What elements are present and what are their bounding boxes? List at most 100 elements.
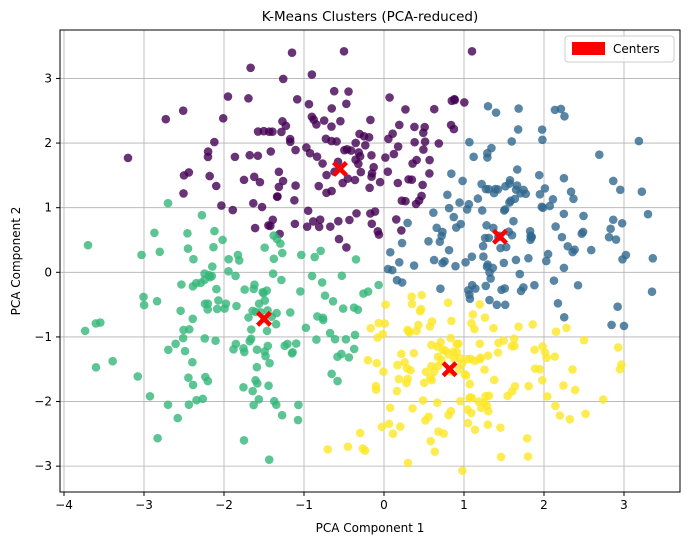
- data-point: [340, 145, 349, 155]
- data-point: [231, 271, 240, 281]
- center-marker: [492, 228, 508, 245]
- data-point: [608, 176, 618, 186]
- data-point: [469, 152, 478, 162]
- data-point: [380, 319, 390, 328]
- data-point: [479, 252, 488, 261]
- data-point: [545, 201, 555, 211]
- data-point: [367, 219, 377, 229]
- data-point: [304, 99, 314, 109]
- y-tick-label: −1: [34, 330, 52, 344]
- data-point: [200, 334, 210, 343]
- data-point: [264, 455, 274, 464]
- data-point: [509, 216, 518, 226]
- data-point: [480, 365, 489, 374]
- y-tick-label: 2: [44, 136, 52, 150]
- data-point: [268, 269, 278, 278]
- data-point: [366, 115, 375, 125]
- legend-label-centers: Centers: [613, 42, 660, 56]
- data-point: [207, 262, 217, 271]
- data-point: [467, 47, 477, 56]
- data-point: [285, 137, 295, 147]
- data-point: [212, 284, 221, 294]
- data-point: [507, 137, 517, 146]
- data-point: [246, 63, 255, 73]
- data-point: [139, 292, 148, 302]
- data-point: [260, 243, 270, 252]
- data-point: [487, 143, 496, 153]
- data-point: [537, 202, 547, 212]
- data-point: [411, 199, 421, 209]
- data-points: [80, 47, 658, 475]
- data-point: [511, 185, 521, 195]
- data-point: [184, 400, 194, 409]
- data-point: [543, 249, 553, 259]
- data-point: [598, 395, 608, 404]
- data-point: [197, 210, 207, 220]
- data-point: [537, 125, 547, 134]
- axes: −4 −3 −2 −1 0 1 2 3 −3 −2 −1 0 1 2 3: [34, 29, 681, 512]
- data-point: [249, 400, 258, 410]
- data-point: [519, 185, 528, 195]
- data-point: [551, 222, 560, 231]
- data-point: [302, 143, 311, 152]
- data-point: [385, 93, 394, 102]
- data-point: [568, 247, 577, 257]
- data-point: [499, 336, 508, 345]
- data-point: [510, 381, 520, 391]
- data-point: [489, 375, 499, 385]
- data-point: [540, 184, 550, 193]
- data-point: [389, 149, 399, 159]
- data-point: [615, 364, 625, 374]
- data-point: [351, 138, 360, 148]
- data-point: [424, 412, 433, 421]
- data-point: [538, 135, 547, 145]
- data-point: [491, 108, 501, 117]
- data-point: [504, 227, 514, 236]
- data-point: [356, 167, 366, 177]
- data-point: [244, 94, 253, 103]
- data-point: [343, 442, 353, 451]
- data-point: [483, 101, 493, 111]
- x-tick-label: −4: [55, 498, 73, 512]
- data-point: [565, 414, 575, 424]
- legend: Centers: [564, 35, 675, 63]
- data-point: [586, 245, 596, 255]
- data-point: [251, 375, 260, 385]
- data-point: [248, 386, 257, 396]
- data-point: [257, 202, 267, 212]
- data-point: [427, 317, 437, 326]
- data-point: [318, 313, 328, 323]
- data-point: [443, 298, 453, 307]
- data-point: [408, 404, 417, 413]
- data-point: [83, 240, 93, 250]
- data-point: [273, 192, 282, 201]
- data-point: [338, 178, 347, 188]
- data-point: [179, 189, 188, 198]
- data-point: [541, 256, 551, 266]
- data-point: [606, 224, 615, 234]
- data-point: [307, 112, 317, 122]
- data-point: [378, 329, 388, 339]
- data-point: [139, 300, 149, 310]
- data-point: [234, 256, 244, 265]
- data-point: [433, 361, 443, 371]
- data-point: [418, 180, 427, 190]
- data-point: [319, 116, 329, 125]
- data-point: [470, 324, 479, 334]
- data-point: [404, 327, 414, 336]
- data-point: [388, 429, 398, 439]
- data-point: [91, 362, 101, 372]
- data-point: [483, 153, 492, 162]
- data-point: [277, 275, 286, 285]
- data-point: [269, 396, 279, 406]
- data-point: [403, 218, 412, 228]
- legend-swatch-centers: [572, 42, 605, 55]
- data-point: [211, 336, 220, 345]
- data-point: [183, 229, 192, 238]
- data-point: [617, 218, 627, 228]
- data-point: [465, 393, 474, 403]
- data-point: [173, 413, 183, 423]
- data-point: [497, 285, 506, 295]
- data-point: [455, 353, 465, 363]
